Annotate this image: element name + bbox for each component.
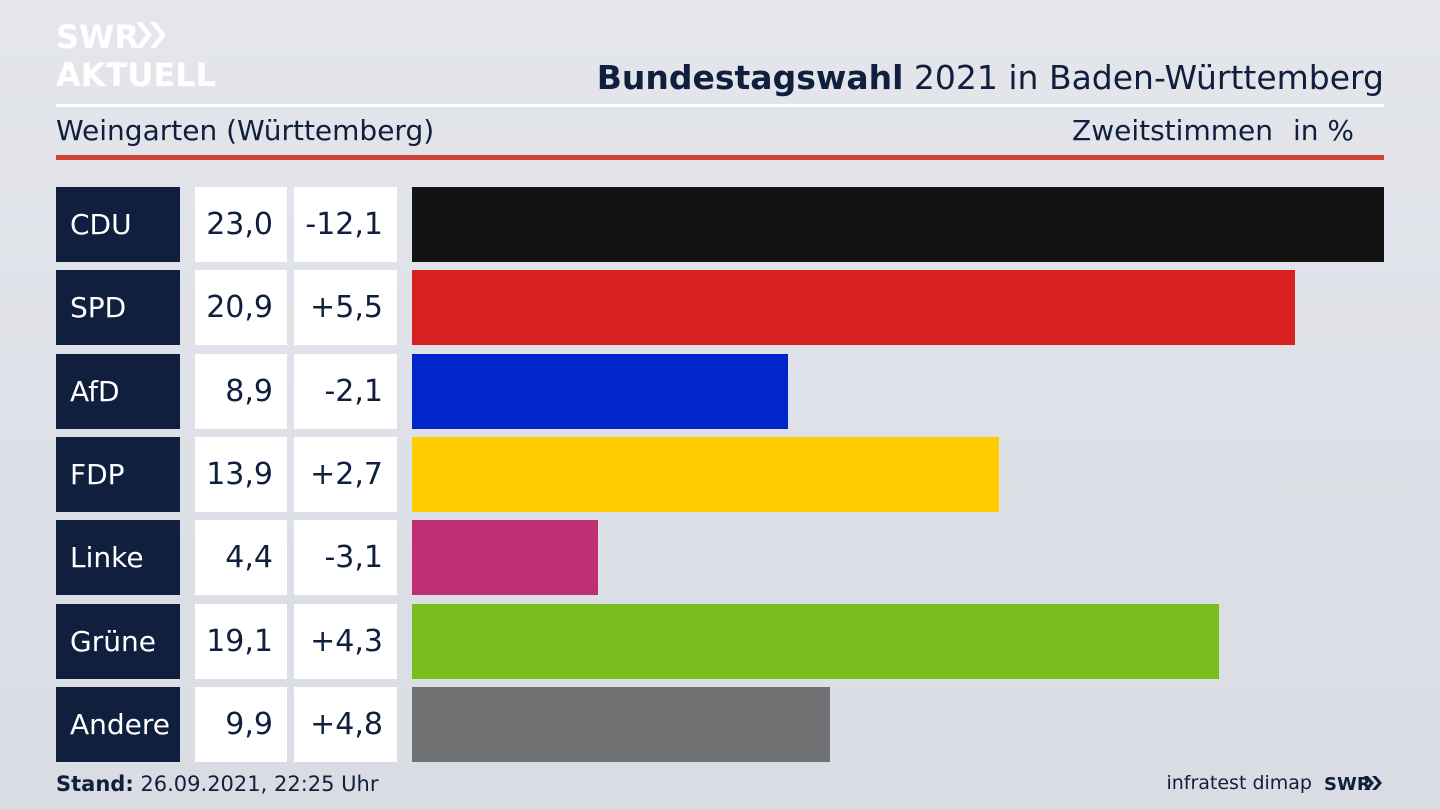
party-label: Linke	[56, 520, 180, 596]
chart-row: CDU 23,0 -12,1	[56, 187, 1384, 262]
bar-grüne	[412, 603, 1220, 679]
party-label: SPD	[56, 270, 180, 346]
footer-brand-text: SWR	[1324, 774, 1371, 794]
metric-unit: in %	[1292, 114, 1354, 147]
footer-source: infratest dimap SWR	[1166, 772, 1384, 794]
chart-row: Grüne 19,1 +4,3	[56, 603, 1384, 679]
bar-linke	[412, 520, 598, 596]
share-value: 13,9	[195, 436, 287, 512]
chart-subtitle: Weingarten (Württemberg)	[56, 114, 435, 147]
share-value: 19,1	[195, 603, 287, 679]
chart-title-bold: Bundestagswahl	[596, 58, 904, 97]
footer-chevron-icon	[1372, 776, 1382, 790]
chart-row: FDP 13,9 +2,7	[56, 436, 1384, 512]
chart-row: Andere 9,9 +4,8	[56, 686, 1384, 762]
bar-fdp	[412, 436, 1000, 512]
chart-row: Linke 4,4 -3,1	[56, 520, 1384, 596]
share-value: 23,0	[195, 187, 287, 262]
metric-name: Zweitstimmen	[1072, 114, 1273, 147]
chart-title-rest: 2021 in Baden-Württemberg	[903, 58, 1384, 97]
bar-andere	[412, 686, 831, 762]
change-value: +4,8	[294, 686, 397, 762]
change-value: +5,5	[294, 270, 397, 346]
bar-cdu	[412, 187, 1384, 262]
share-value: 9,9	[195, 686, 287, 762]
logo-bottom-text: AKTUELL	[56, 56, 216, 90]
swr-small-logo: SWR	[1324, 774, 1382, 794]
bar-spd	[412, 270, 1296, 346]
logo-chevron-icon	[150, 22, 166, 48]
chart-row: SPD 20,9 +5,5	[56, 270, 1384, 346]
header-divider	[56, 104, 1384, 107]
share-value: 8,9	[195, 353, 287, 429]
accent-divider	[56, 155, 1384, 160]
party-label: Grüne	[56, 603, 180, 679]
swr-aktuell-logo: SWR AKTUELL	[56, 16, 226, 90]
swr-aktuell-logo-image: SWR AKTUELL	[56, 18, 216, 90]
metric-label: Zweitstimmen in %	[1072, 114, 1354, 147]
party-label: AfD	[56, 353, 180, 429]
timestamp: Stand: 26.09.2021, 22:25 Uhr	[56, 772, 379, 796]
chart-row: AfD 8,9 -2,1	[56, 353, 1384, 429]
change-value: -12,1	[294, 187, 397, 262]
timestamp-label: Stand:	[56, 772, 134, 796]
timestamp-value: 26.09.2021, 22:25 Uhr	[133, 772, 379, 796]
source-label: infratest dimap	[1166, 772, 1312, 794]
change-value: -2,1	[294, 353, 397, 429]
bar-afd	[412, 353, 789, 429]
logo-top-text: SWR	[56, 18, 139, 56]
footer-chevron-icon	[1364, 776, 1374, 790]
party-label: FDP	[56, 436, 180, 512]
logo-chevron-icon	[136, 22, 152, 48]
party-label: CDU	[56, 187, 180, 262]
chart-title: Bundestagswahl 2021 in Baden-Württemberg	[597, 58, 1384, 97]
share-value: 20,9	[195, 270, 287, 346]
change-value: +2,7	[294, 436, 397, 512]
share-value: 4,4	[195, 520, 287, 596]
party-label: Andere	[56, 686, 180, 762]
change-value: +4,3	[294, 603, 397, 679]
change-value: -3,1	[294, 520, 397, 596]
